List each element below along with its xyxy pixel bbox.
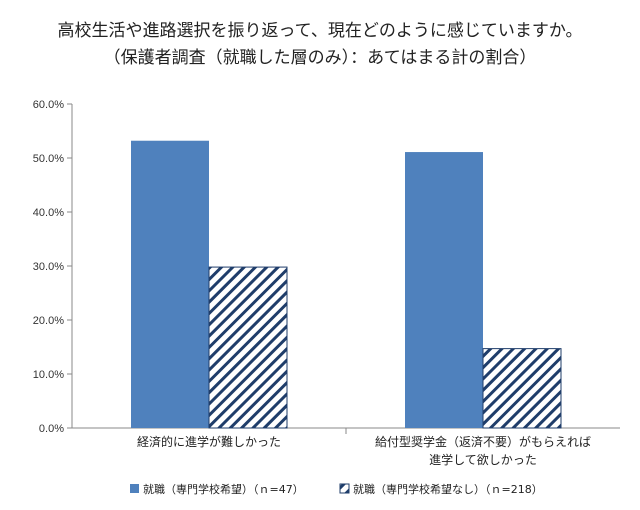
y-tick-label: 0.0% <box>39 423 64 435</box>
bar-series2 <box>208 266 288 429</box>
legend-swatch <box>130 484 139 493</box>
y-tick-label: 40.0% <box>33 207 64 219</box>
y-tick-label: 50.0% <box>33 153 64 165</box>
category-label: 給付型奨学金（返済不要）がもらえれば <box>375 434 591 449</box>
bar-series1 <box>405 152 483 428</box>
legend-swatch <box>339 483 350 494</box>
y-tick-label: 10.0% <box>33 369 64 381</box>
category-label: 進学して欲しかった <box>429 452 537 467</box>
legend-label: 就職（専門学校希望）（ｎ=47） <box>143 482 304 496</box>
y-tick-label: 30.0% <box>33 261 64 273</box>
chart-subtitle: （保護者調査（就職した層のみ）：あてはまる計の割合） <box>103 48 537 68</box>
legend-label: 就職（専門学校希望なし）（ｎ=218） <box>353 482 543 496</box>
y-tick-label: 60.0% <box>33 99 64 111</box>
y-tick-label: 20.0% <box>33 315 64 327</box>
bar-series2 <box>482 348 562 429</box>
chart-title: 高校生活や進路選択を振り返って、現在どのように感じていますか。 <box>57 21 583 41</box>
bar-series1 <box>131 140 209 428</box>
category-label: 経済的に進学が難しかった <box>137 434 281 449</box>
